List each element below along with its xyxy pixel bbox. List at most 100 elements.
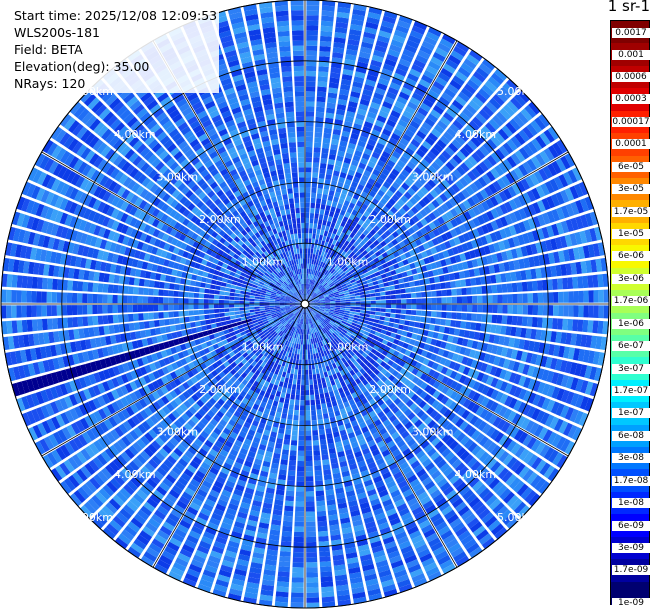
range-bin [293,546,304,553]
range-bin [430,175,440,185]
range-bin [291,582,304,588]
range-bin [522,293,528,303]
range-bin [535,135,547,149]
range-bin [440,203,450,213]
range-bin [387,276,393,282]
range-bin [352,176,361,184]
range-bin [414,87,426,98]
range-bin [355,295,361,299]
range-bin [326,279,332,284]
range-bin [516,111,529,125]
range-bin [350,268,356,274]
range-bin [552,142,564,156]
range-bin [335,186,343,193]
range-bin [474,132,485,144]
range-bin [349,28,362,37]
range-bin [361,222,369,229]
range-bin [443,87,456,99]
range-bin [365,246,372,253]
range-bin [305,354,308,360]
range-bin [280,392,286,399]
range-bin [337,1,352,9]
range-bin [285,490,295,497]
range-bin [338,225,344,232]
range-bin [344,115,354,123]
range-bin [356,212,363,219]
range-bin [322,366,327,373]
range-bin [305,440,312,446]
range-bin [305,364,309,370]
range-bin [327,437,334,445]
range-bin [347,273,354,279]
range-bin [472,295,478,304]
range-bin [409,156,420,166]
range-bin [311,292,316,297]
range-bin [318,285,323,290]
range-bin [471,313,477,322]
range-bin [332,217,338,224]
range-bin [445,161,455,172]
range-bin [279,464,288,471]
range-bin [397,173,407,182]
range-bin [491,314,498,324]
range-bin [288,465,296,471]
range-bin [299,405,305,411]
range-bin [299,349,303,355]
range-bin [441,164,452,175]
range-bin [325,277,330,283]
range-bin [494,164,505,177]
range-bin [321,449,329,456]
range-bin [334,282,341,287]
range-bin [344,269,350,275]
range-bin [477,176,488,188]
range-bin [440,282,447,290]
range-bin [307,354,311,360]
range-bin [354,118,364,126]
range-bin [396,299,402,304]
range-bin [371,185,379,194]
range-bin [391,77,403,86]
range-bin [433,276,441,283]
range-bin [330,255,336,262]
range-bin [403,212,411,221]
range-bin [320,566,332,573]
range-bin [293,541,304,548]
range-bin [364,218,372,225]
range-bin [305,471,314,477]
range-bin [542,292,549,303]
range-bin [317,86,327,93]
range-bin [305,506,315,512]
range-bin [291,389,296,395]
range-bin [313,152,321,158]
range-bin [390,206,398,215]
range-bin [292,419,299,426]
range-bin [428,60,441,71]
range-bin [379,155,388,164]
range-bin [314,465,322,471]
range-bin [451,99,464,111]
range-bin [441,297,447,304]
range-bin [381,68,393,77]
range-bin [325,112,335,119]
range-bin [460,162,470,173]
range-bin [298,440,305,446]
range-bin [512,115,525,128]
range-bin [387,326,393,332]
range-bin [379,172,388,181]
range-bin [311,424,318,431]
range-bin [326,220,332,227]
range-bin [313,223,318,229]
range-bin [305,177,312,183]
range-bin [307,289,310,295]
range-bin [506,283,513,293]
range-bin [389,82,401,91]
range-bin [340,238,347,245]
range-bin [562,318,569,331]
range-bin [344,211,351,219]
range-bin [385,290,391,296]
range-bin [517,305,523,315]
range-bin [340,78,352,86]
range-bin [395,313,401,319]
range-bin [331,175,339,182]
range-bin [277,576,290,583]
